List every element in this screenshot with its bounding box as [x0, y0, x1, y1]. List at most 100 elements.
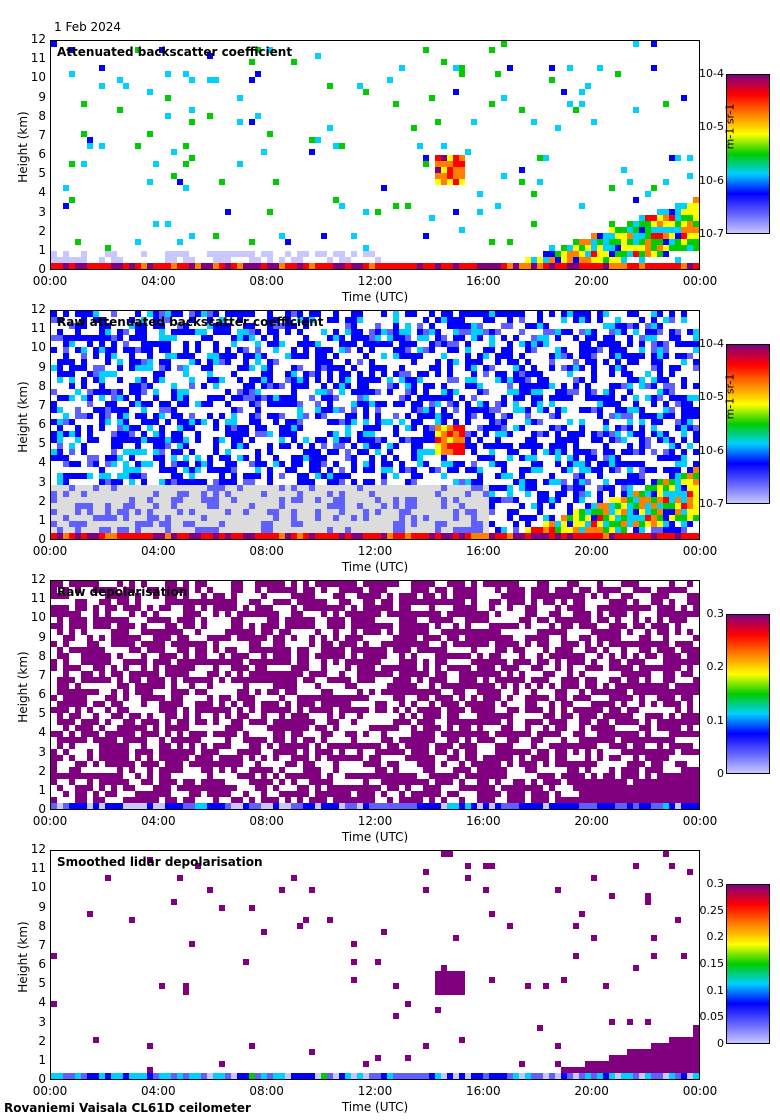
heatmap-cell	[135, 329, 141, 335]
heatmap-cell	[537, 401, 543, 407]
heatmap-cell	[363, 779, 369, 785]
heatmap-cell	[291, 635, 297, 641]
heatmap-cell	[261, 521, 267, 527]
y-tick-label: 6	[38, 147, 46, 161]
heatmap-cell	[465, 383, 471, 389]
heatmap-cell	[645, 539, 651, 540]
heatmap-cell	[51, 641, 57, 647]
heatmap-plot: Raw depolarisation	[50, 580, 700, 810]
heatmap-cell	[387, 629, 393, 635]
heatmap-cell	[195, 431, 201, 437]
heatmap-cell	[147, 731, 153, 737]
heatmap-cell	[105, 737, 111, 743]
heatmap-cell	[171, 671, 177, 677]
heatmap-cell	[339, 257, 345, 263]
heatmap-cell	[159, 773, 165, 779]
heatmap-cell	[381, 473, 387, 479]
heatmap-cell	[147, 629, 153, 635]
heatmap-cell	[201, 623, 207, 629]
heatmap-cell	[393, 785, 399, 791]
heatmap-cell	[207, 317, 213, 323]
heatmap-cell	[327, 263, 333, 269]
heatmap-cell	[141, 533, 147, 539]
heatmap-cell	[663, 389, 669, 395]
heatmap-cell	[183, 527, 189, 533]
heatmap-cell	[621, 437, 627, 443]
heatmap-cell	[495, 497, 501, 503]
colorbar-tick-label: 10-6	[699, 443, 724, 457]
heatmap-cell	[207, 53, 213, 59]
heatmap-cell	[129, 737, 135, 743]
heatmap-cell	[189, 509, 195, 515]
heatmap-cell	[495, 71, 501, 77]
heatmap-cell	[321, 389, 327, 395]
heatmap-cell	[243, 269, 249, 270]
heatmap-cell	[639, 383, 645, 389]
heatmap-cell	[453, 335, 459, 341]
heatmap-cell	[207, 803, 213, 809]
heatmap-cell	[249, 269, 255, 270]
heatmap-cell	[543, 329, 549, 335]
heatmap-cell	[93, 521, 99, 527]
heatmap-cell	[51, 749, 57, 755]
heatmap-cell	[267, 677, 273, 683]
heatmap-cell	[153, 695, 159, 701]
heatmap-cell	[279, 491, 285, 497]
heatmap-cell	[279, 647, 285, 653]
heatmap-cell	[609, 329, 615, 335]
heatmap-cell	[237, 95, 243, 101]
heatmap-cell	[357, 485, 363, 491]
heatmap-cell	[159, 461, 165, 467]
heatmap-cell	[309, 671, 315, 677]
heatmap-cell	[621, 491, 627, 497]
heatmap-cell	[261, 395, 267, 401]
heatmap-cell	[213, 359, 219, 365]
heatmap-cell	[381, 461, 387, 467]
heatmap-cell	[381, 341, 387, 347]
heatmap-cell	[297, 791, 303, 797]
heatmap-cell	[609, 227, 615, 233]
heatmap-cell	[213, 521, 219, 527]
heatmap-cell	[699, 245, 700, 251]
heatmap-cell	[141, 461, 147, 467]
heatmap-cell	[633, 515, 639, 521]
heatmap-cell	[165, 401, 171, 407]
heatmap-cell	[645, 467, 651, 473]
heatmap-cell	[627, 467, 633, 473]
heatmap-cell	[297, 455, 303, 461]
heatmap-cell	[393, 635, 399, 641]
heatmap-cell	[423, 497, 429, 503]
heatmap-cell	[651, 233, 657, 239]
heatmap-cell	[387, 611, 393, 617]
heatmap-cell	[591, 335, 597, 341]
heatmap-cell	[273, 419, 279, 425]
heatmap-cell	[417, 335, 423, 341]
heatmap-cell	[495, 437, 501, 443]
heatmap-cell	[273, 455, 279, 461]
heatmap-cell	[51, 773, 57, 779]
heatmap-cell	[75, 605, 81, 611]
heatmap-cell	[309, 467, 315, 473]
heatmap-cell	[189, 473, 195, 479]
heatmap-cell	[435, 329, 441, 335]
heatmap-cell	[369, 509, 375, 515]
heatmap-cell	[417, 437, 423, 443]
heatmap-cell	[135, 491, 141, 497]
heatmap-cell	[669, 245, 675, 251]
heatmap-cell	[537, 317, 543, 323]
heatmap-cell	[399, 491, 405, 497]
heatmap-cell	[219, 809, 225, 810]
heatmap-cell	[399, 341, 405, 347]
heatmap-cell	[153, 419, 159, 425]
heatmap-cell	[603, 503, 609, 509]
heatmap-cell	[399, 659, 405, 665]
heatmap-cell	[93, 605, 99, 611]
heatmap-cell	[249, 365, 255, 371]
heatmap-cell	[699, 311, 700, 317]
heatmap-cell	[357, 389, 363, 395]
heatmap-cell	[249, 239, 255, 245]
heatmap-cell	[321, 509, 327, 515]
heatmap-cell	[141, 419, 147, 425]
heatmap-cell	[69, 665, 75, 671]
heatmap-cell	[435, 365, 441, 371]
